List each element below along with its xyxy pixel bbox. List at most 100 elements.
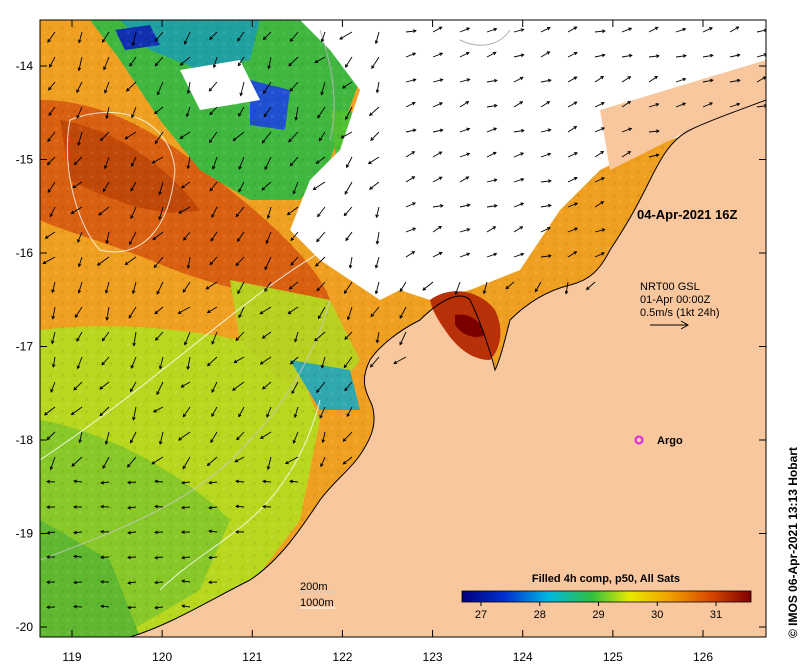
current-arrow-head	[154, 37, 159, 42]
current-arrow	[405, 176, 415, 183]
current-arrow-head	[520, 252, 525, 257]
current-arrow	[72, 181, 83, 188]
current-arrow-head	[628, 27, 633, 31]
current-arrow-head	[210, 237, 214, 242]
current-arrow	[238, 306, 245, 318]
current-arrow	[154, 106, 164, 114]
current-arrow-head	[128, 314, 133, 319]
current-arrow	[405, 202, 416, 208]
current-arrow	[52, 356, 56, 368]
current-arrow	[264, 281, 272, 292]
current-arrow-head	[156, 290, 160, 295]
y-tick-label: -17	[16, 340, 34, 354]
plot-area	[40, 20, 766, 637]
current-arrow	[459, 153, 470, 158]
colorbar-title: Filled 4h comp, p50, All Sats	[532, 573, 680, 585]
current-arrow-head	[289, 479, 293, 484]
current-arrow	[234, 456, 245, 463]
current-arrow-head	[206, 462, 211, 467]
current-arrow-head	[182, 465, 186, 470]
current-arrow	[209, 31, 218, 40]
current-arrow-head	[151, 160, 156, 164]
current-arrow-head	[179, 62, 184, 66]
current-arrow	[513, 54, 524, 58]
current-arrow-head	[237, 238, 241, 242]
current-arrow-head	[266, 215, 271, 220]
current-arrow	[702, 79, 713, 83]
current-arrow	[567, 202, 578, 208]
current-arrow	[154, 505, 164, 508]
current-arrow	[208, 556, 218, 559]
current-arrow-head	[152, 409, 157, 413]
current-arrow-head	[348, 264, 353, 269]
current-arrow-head	[573, 176, 578, 181]
current-arrow	[266, 231, 272, 244]
current-arrow	[159, 356, 164, 369]
current-arrow-head	[375, 89, 380, 94]
current-arrow-head	[259, 435, 264, 439]
current-arrow-head	[73, 530, 77, 535]
current-arrow-head	[709, 78, 714, 83]
current-arrow	[206, 281, 218, 290]
current-arrow-head	[399, 288, 404, 293]
current-arrow-head	[261, 186, 266, 191]
current-arrow	[182, 456, 191, 469]
current-arrow-head	[49, 466, 54, 471]
current-arrow	[132, 406, 137, 420]
current-arrow-head	[520, 202, 525, 206]
current-arrow-head	[412, 78, 417, 82]
current-arrow-head	[236, 436, 240, 441]
current-arrow-head	[209, 111, 213, 116]
date-label: 04-Apr-2021 16Z	[637, 207, 737, 222]
current-arrow-head	[100, 529, 104, 534]
current-arrow	[317, 106, 326, 119]
current-arrow	[50, 381, 56, 393]
current-arrow	[317, 206, 326, 217]
current-arrow-head	[601, 127, 606, 131]
current-arrow-head	[314, 337, 318, 342]
current-arrow	[155, 331, 164, 341]
current-arrow-head	[439, 128, 444, 133]
current-arrow-head	[411, 251, 416, 255]
current-arrow	[594, 177, 605, 183]
current-arrow-head	[78, 439, 82, 444]
current-arrow-head	[709, 102, 714, 106]
current-arrow-head	[438, 26, 443, 30]
current-arrow	[76, 106, 83, 119]
current-arrow	[156, 381, 164, 395]
current-arrow-head	[290, 261, 295, 266]
y-tick-label: -15	[16, 153, 34, 167]
current-arrow-head	[519, 101, 524, 105]
current-arrow	[184, 331, 191, 345]
current-arrow	[459, 228, 470, 233]
current-arrow-head	[178, 437, 182, 441]
current-arrow	[540, 227, 551, 233]
current-arrow	[341, 131, 353, 139]
current-arrow	[594, 30, 605, 33]
current-arrow-head	[212, 64, 217, 69]
current-arrow	[78, 31, 83, 43]
current-arrow	[320, 456, 326, 467]
current-arrow	[486, 104, 497, 108]
current-arrow	[368, 156, 380, 165]
current-arrow-head	[208, 555, 212, 560]
current-arrow-head	[520, 152, 525, 156]
current-arrow	[157, 81, 164, 95]
current-arrow-head	[208, 87, 213, 92]
current-arrow-head	[153, 110, 158, 115]
current-arrow-head	[290, 237, 295, 242]
current-arrow-head	[77, 239, 81, 244]
contour-200m	[40, 299, 331, 561]
current-arrow-head	[412, 29, 417, 33]
argo-float-marker[interactable]	[634, 435, 644, 445]
current-arrow	[47, 156, 56, 165]
current-arrow-head	[492, 226, 497, 230]
current-arrow	[237, 31, 245, 42]
current-arrow	[104, 156, 110, 169]
current-arrow	[236, 431, 245, 441]
current-arrow	[77, 131, 83, 146]
current-arrow	[290, 231, 299, 241]
current-arrow-head	[288, 285, 293, 290]
current-arrow	[106, 231, 110, 244]
